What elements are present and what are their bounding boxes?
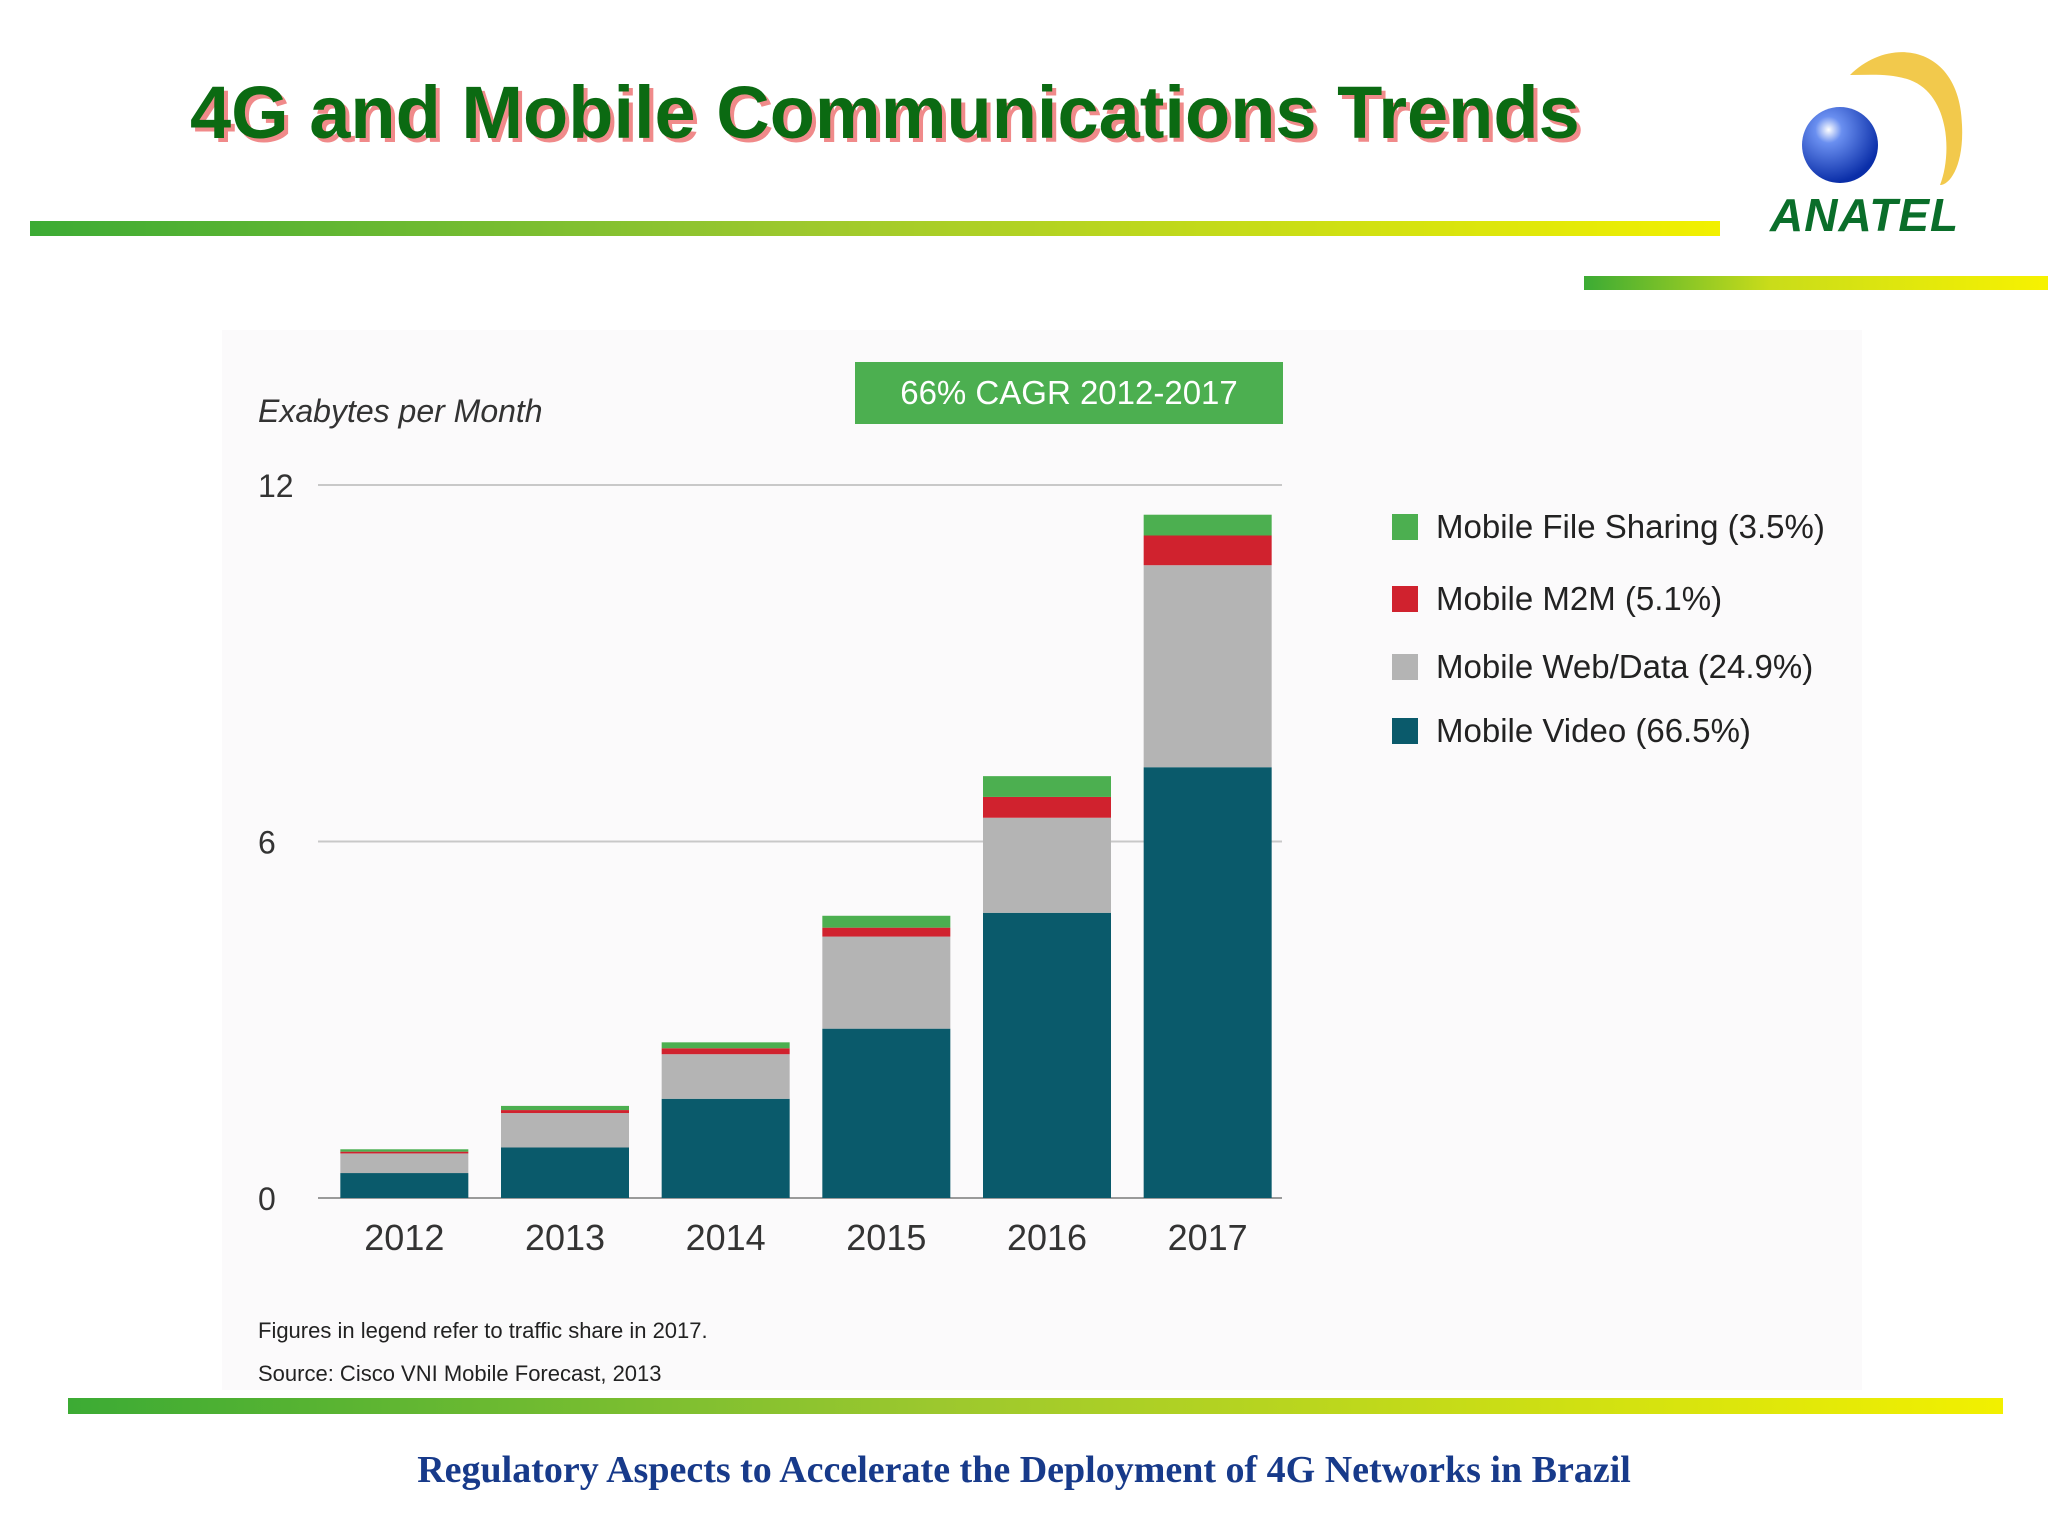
legend-item-file-sharing: Mobile File Sharing (3.5%) <box>1392 508 1825 546</box>
y-tick-label: 12 <box>258 468 294 504</box>
bottom-divider <box>68 1398 2003 1414</box>
legend-label: Mobile File Sharing (3.5%) <box>1436 508 1825 545</box>
bar-segment <box>1143 535 1272 566</box>
bar-segment <box>822 936 951 1029</box>
bar-segment <box>983 796 1111 818</box>
legend-label: Mobile M2M (5.1%) <box>1436 580 1723 617</box>
legend-swatch <box>1392 586 1418 612</box>
x-tick-label: 2015 <box>846 1217 926 1258</box>
bar-segment <box>661 1054 790 1099</box>
bar-segment <box>822 927 951 937</box>
y-axis-label: Exabytes per Month <box>258 393 543 429</box>
anatel-logo-icon <box>1802 52 1963 186</box>
bar-segment <box>1143 767 1272 1198</box>
x-tick-label: 2013 <box>525 1217 605 1258</box>
bar-segment <box>1143 514 1272 536</box>
x-tick-label: 2014 <box>686 1217 766 1258</box>
bar-segment <box>340 1151 469 1154</box>
slide-footer: Regulatory Aspects to Accelerate the Dep… <box>417 1449 1631 1491</box>
legend-label: Mobile Web/Data (24.9%) <box>1436 648 1814 685</box>
bar-segment <box>340 1173 469 1198</box>
legend-swatch <box>1392 514 1418 540</box>
bar-segment <box>501 1105 629 1111</box>
legend-item-m2m: Mobile M2M (5.1%) <box>1392 580 1722 618</box>
legend-swatch <box>1392 718 1418 744</box>
y-tick-label: 6 <box>258 825 276 861</box>
x-tick-label: 2017 <box>1168 1217 1248 1258</box>
bar-segment <box>983 776 1111 797</box>
slide-title: 4G and Mobile Communications Trends <box>190 71 1580 154</box>
legend-item-web-data: Mobile Web/Data (24.9%) <box>1392 648 1813 686</box>
top-divider <box>30 221 1720 236</box>
bar-segment <box>340 1153 469 1174</box>
bar-segment <box>340 1149 469 1152</box>
bar-segment <box>661 1098 790 1198</box>
top-divider-accent <box>1584 276 2048 290</box>
bar-segment <box>1143 565 1272 768</box>
bar-segment <box>501 1147 629 1198</box>
bar-segment <box>983 912 1111 1198</box>
chart-note: Figures in legend refer to traffic share… <box>258 1318 708 1343</box>
y-tick-label: 0 <box>258 1181 276 1217</box>
bar-segment <box>501 1110 629 1114</box>
cagr-badge: 66% CAGR 2012-2017 <box>855 362 1283 424</box>
bar-segment <box>501 1113 629 1148</box>
legend-label: Mobile Video (66.5%) <box>1436 712 1751 749</box>
bar-segment <box>661 1048 790 1055</box>
x-tick-label: 2012 <box>364 1217 444 1258</box>
logo-text: ANATEL <box>1770 189 1960 241</box>
x-tick-label: 2016 <box>1007 1217 1087 1258</box>
bar-segment <box>661 1042 790 1049</box>
legend-item-video: Mobile Video (66.5%) <box>1392 712 1751 750</box>
bar-segment <box>822 1028 951 1198</box>
bar-segment <box>983 817 1111 913</box>
legend-swatch <box>1392 654 1418 680</box>
chart-source: Source: Cisco VNI Mobile Forecast, 2013 <box>258 1361 662 1386</box>
bar-segment <box>822 915 951 928</box>
